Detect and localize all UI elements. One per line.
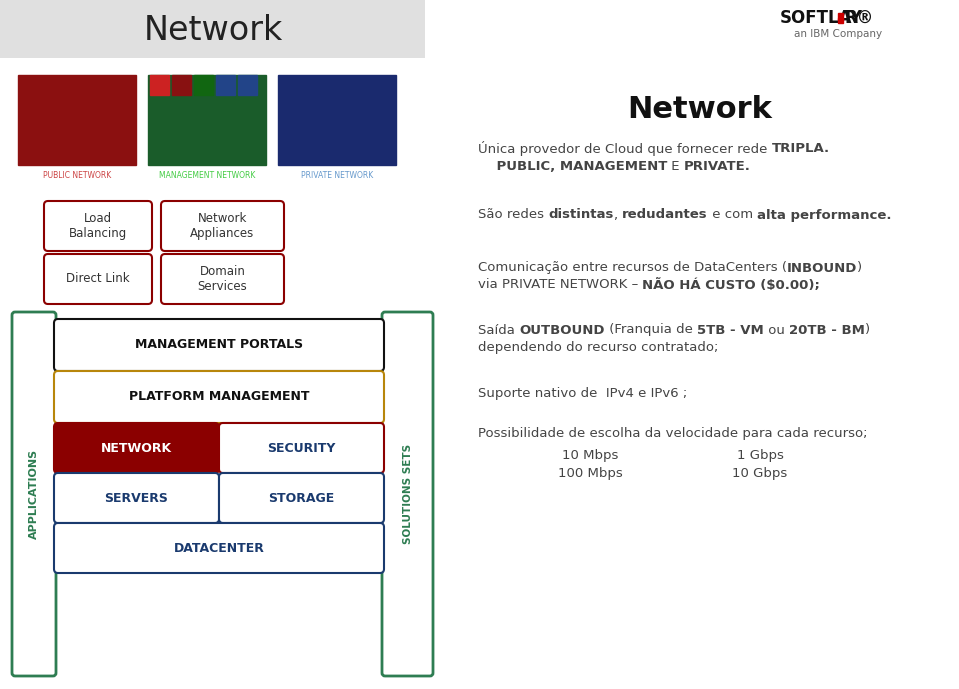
Text: Saída: Saída <box>478 324 519 336</box>
FancyBboxPatch shape <box>54 423 219 473</box>
FancyBboxPatch shape <box>219 423 384 473</box>
Bar <box>216 75 235 95</box>
Text: 20TB - BM: 20TB - BM <box>788 324 864 336</box>
FancyBboxPatch shape <box>44 254 152 304</box>
Text: 5TB - VM: 5TB - VM <box>697 324 763 336</box>
Text: Possibilidade de escolha da velocidade para cada recurso;: Possibilidade de escolha da velocidade p… <box>478 426 868 440</box>
Text: TRIPLA.: TRIPLA. <box>772 141 830 154</box>
Text: PUBLIC, MANAGEMENT: PUBLIC, MANAGEMENT <box>478 161 667 174</box>
Text: 10 Mbps: 10 Mbps <box>562 449 619 462</box>
FancyBboxPatch shape <box>12 312 56 676</box>
Text: ou: ou <box>763 324 788 336</box>
Text: alta performance.: alta performance. <box>757 209 892 221</box>
Text: INBOUND: INBOUND <box>787 262 857 274</box>
Text: SOLUTIONS SETS: SOLUTIONS SETS <box>403 444 413 544</box>
Text: redudantes: redudantes <box>622 209 708 221</box>
Text: ): ) <box>864 324 870 336</box>
Text: SERVERS: SERVERS <box>105 491 169 504</box>
FancyBboxPatch shape <box>54 473 219 523</box>
Bar <box>194 75 213 95</box>
Text: Suporte nativo de  IPv4 e IPv6 ;: Suporte nativo de IPv4 e IPv6 ; <box>478 387 688 400</box>
FancyBboxPatch shape <box>219 473 384 523</box>
Text: MANAGEMENT NETWORK: MANAGEMENT NETWORK <box>159 170 255 180</box>
Text: (Franquia de: (Franquia de <box>604 324 697 336</box>
FancyBboxPatch shape <box>54 371 384 423</box>
Bar <box>838 18 843 19</box>
FancyBboxPatch shape <box>382 312 433 676</box>
Text: APPLICATIONS: APPLICATIONS <box>29 449 39 539</box>
Bar <box>172 75 191 95</box>
Text: via PRIVATE NETWORK –: via PRIVATE NETWORK – <box>478 278 643 291</box>
Text: NÃO HÁ CUSTO ($0.00);: NÃO HÁ CUSTO ($0.00); <box>643 278 820 291</box>
Text: E: E <box>667 161 684 174</box>
Text: DATACENTER: DATACENTER <box>174 542 265 555</box>
Text: Direct Link: Direct Link <box>66 273 129 285</box>
Bar <box>238 75 257 95</box>
Text: Comunicação entre recursos de DataCenters (: Comunicação entre recursos de DataCenter… <box>478 262 787 274</box>
Text: Network: Network <box>144 14 283 46</box>
FancyBboxPatch shape <box>161 254 284 304</box>
Text: R®: R® <box>844 9 874 27</box>
Text: SOFTLAY: SOFTLAY <box>780 9 863 27</box>
Text: dependendo do recurso contratado;: dependendo do recurso contratado; <box>478 342 718 355</box>
Bar <box>150 75 169 95</box>
Text: STORAGE: STORAGE <box>269 491 335 504</box>
Text: e com: e com <box>708 209 757 221</box>
Bar <box>148 75 266 165</box>
Text: PUBLIC NETWORK: PUBLIC NETWORK <box>43 170 111 180</box>
Text: Network
Appliances: Network Appliances <box>191 212 255 240</box>
Bar <box>278 75 396 165</box>
Text: Domain
Services: Domain Services <box>198 265 247 293</box>
Text: Network: Network <box>627 96 772 125</box>
Text: ,: , <box>614 209 622 221</box>
Text: 1 Gbps: 1 Gbps <box>737 449 784 462</box>
Text: 100 Mbps: 100 Mbps <box>557 466 622 480</box>
Text: MANAGEMENT PORTALS: MANAGEMENT PORTALS <box>135 338 303 351</box>
Text: an IBM Company: an IBM Company <box>794 29 882 39</box>
Text: OUTBOUND: OUTBOUND <box>519 324 604 336</box>
FancyBboxPatch shape <box>44 201 152 251</box>
Text: PRIVATE NETWORK: PRIVATE NETWORK <box>301 170 373 180</box>
Bar <box>838 13 843 23</box>
Text: São redes: São redes <box>478 209 549 221</box>
Text: PRIVATE.: PRIVATE. <box>684 161 751 174</box>
Text: PLATFORM MANAGEMENT: PLATFORM MANAGEMENT <box>129 391 309 404</box>
Text: Load
Balancing: Load Balancing <box>69 212 128 240</box>
Text: SECURITY: SECURITY <box>268 442 336 455</box>
FancyBboxPatch shape <box>54 319 384 371</box>
FancyBboxPatch shape <box>54 523 384 573</box>
FancyBboxPatch shape <box>0 0 425 58</box>
Text: 10 Gbps: 10 Gbps <box>733 466 787 480</box>
Text: distintas: distintas <box>549 209 614 221</box>
Bar <box>18 75 136 165</box>
Text: ): ) <box>857 262 862 274</box>
Text: NETWORK: NETWORK <box>101 442 172 455</box>
Text: Única provedor de Cloud que fornecer rede: Única provedor de Cloud que fornecer red… <box>478 141 772 156</box>
FancyBboxPatch shape <box>161 201 284 251</box>
